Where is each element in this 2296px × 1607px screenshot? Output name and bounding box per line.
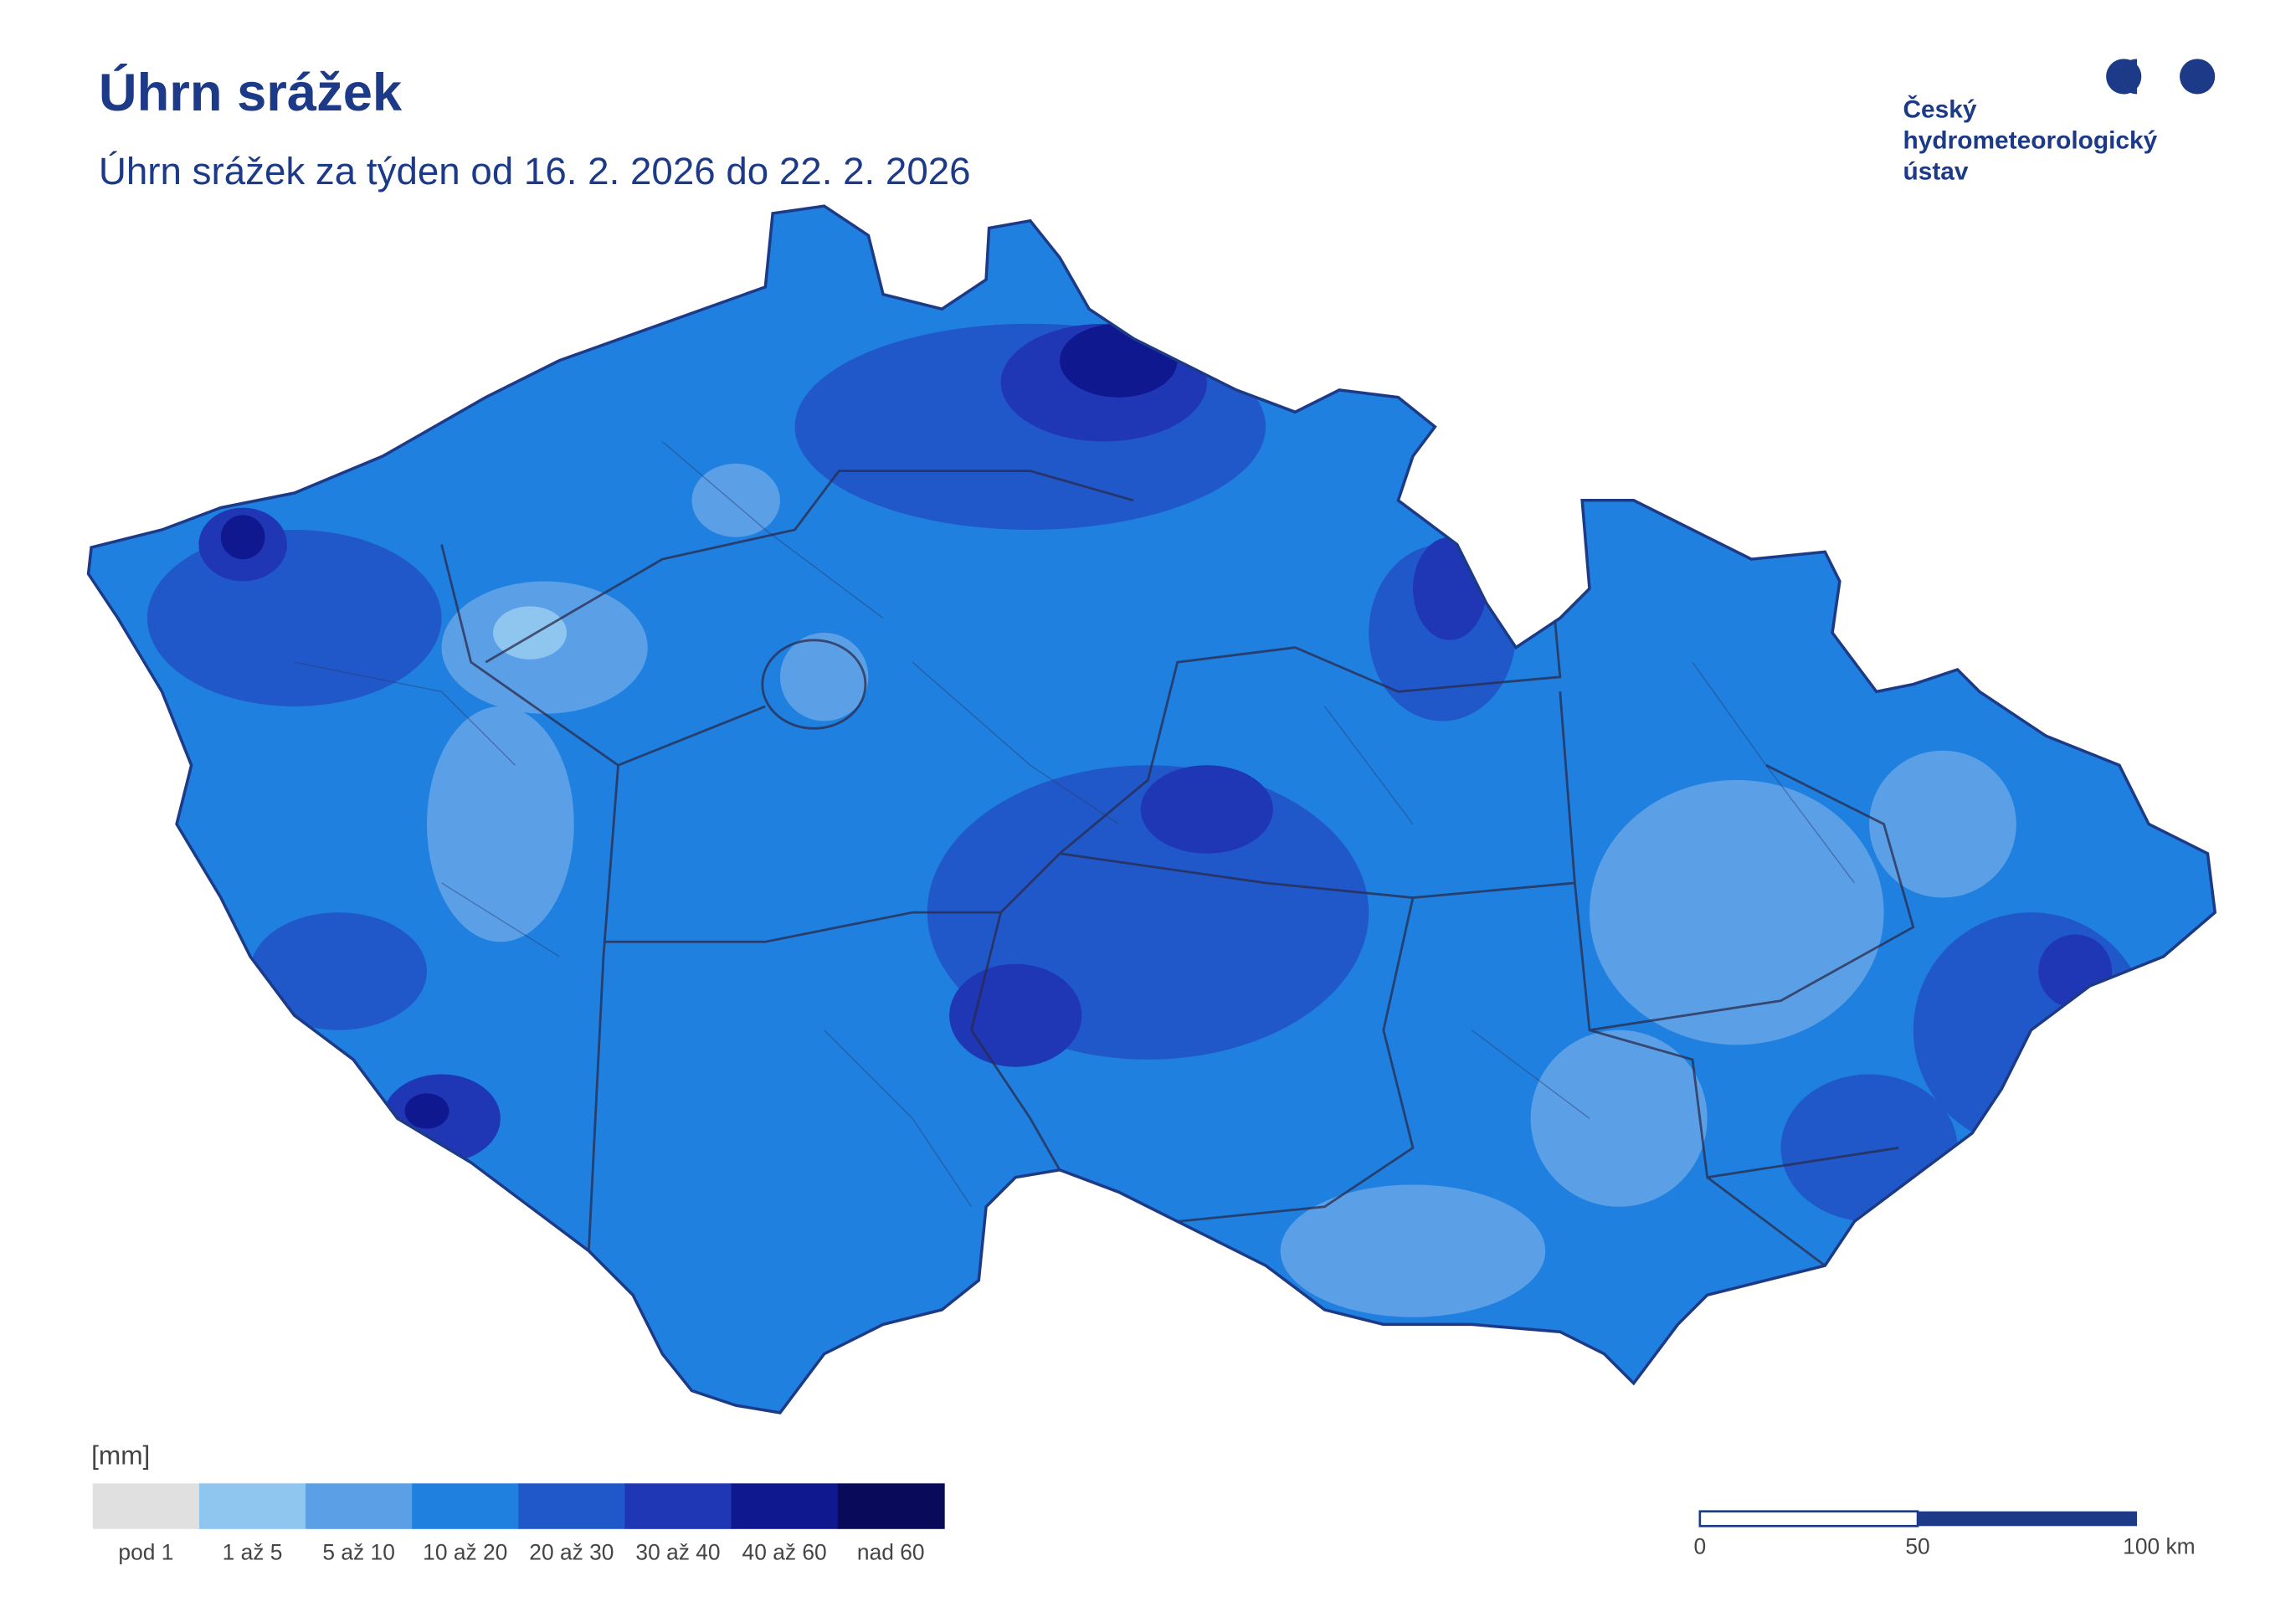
legend-unit: [mm] <box>91 1440 150 1470</box>
scalebar-label: 100 km <box>2123 1534 2195 1559</box>
legend-label: 20 až 30 <box>529 1540 614 1565</box>
legend: pod 1 1 až 5 5 až 10 10 až 20 20 až 30 30 až … <box>92 1483 945 1565</box>
legend-swatch <box>837 1483 945 1529</box>
legend-label: 40 až 60 <box>742 1540 827 1565</box>
legend-swatch <box>518 1483 626 1529</box>
scalebar-label: 50 <box>1905 1534 1929 1559</box>
logo: Český hydrometeorologický ústav <box>1903 59 2216 186</box>
regions <box>440 470 1915 1267</box>
legend-label: nad 60 <box>857 1540 925 1565</box>
scalebar-label: 0 <box>1694 1534 1707 1559</box>
scalebar-segment <box>1918 1511 2138 1527</box>
legend-swatch <box>198 1483 306 1529</box>
logo-mark <box>2106 59 2142 95</box>
legend-label: pod 1 <box>118 1540 173 1565</box>
scalebar: 0 50 100 km <box>1694 1510 2196 1559</box>
scalebar-segment <box>1698 1510 1919 1527</box>
subtitle: Úhrn srážek za týden od 16. 2. 2026 do 2… <box>99 150 971 193</box>
legend-swatch <box>731 1483 839 1529</box>
legend-label: 10 až 20 <box>423 1540 507 1565</box>
legend-swatch <box>92 1483 200 1529</box>
title: Úhrn srážek <box>99 64 403 122</box>
legend-label: 30 až 40 <box>635 1540 720 1565</box>
light-areas <box>426 463 2016 1317</box>
logo-text: hydrometeorologický <box>1903 127 2157 155</box>
legend-label: 1 až 5 <box>223 1540 283 1565</box>
legend-label: 5 až 10 <box>322 1540 394 1565</box>
legend-swatch <box>624 1483 732 1529</box>
logo-text: Český <box>1903 95 1976 124</box>
legend-swatch <box>306 1483 413 1529</box>
districts <box>294 440 1856 1208</box>
logo-text: ústav <box>1903 158 1968 186</box>
legend-swatch <box>412 1483 520 1529</box>
logo-mark <box>2180 59 2216 95</box>
